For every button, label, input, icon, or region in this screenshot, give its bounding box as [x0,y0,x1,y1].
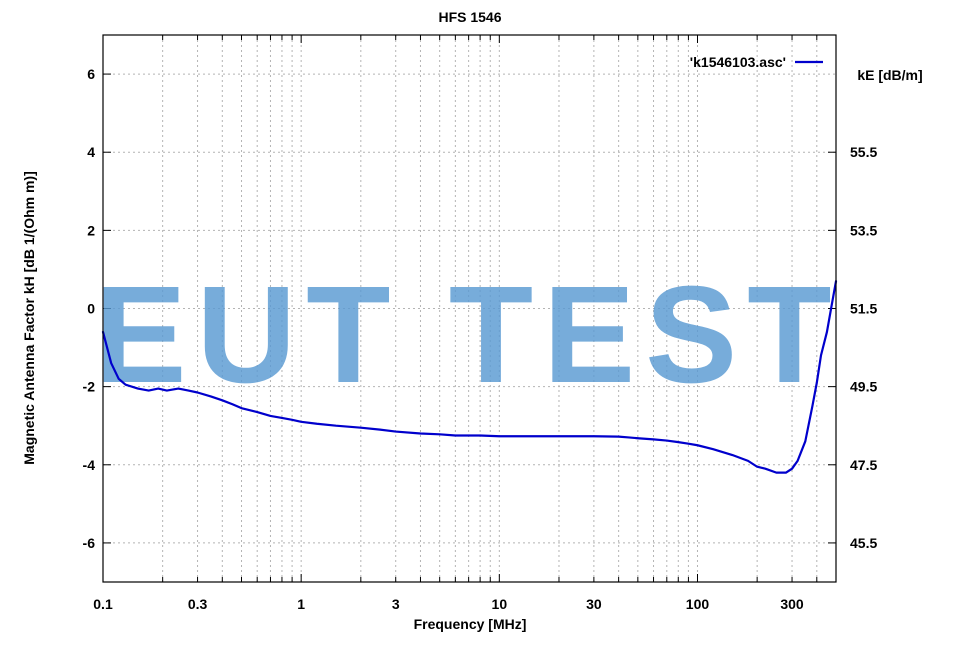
watermark: EUT TEST [94,258,841,412]
plot-frame [102,34,837,583]
y2-tick-label: 55.5 [850,144,877,160]
chart-title: HFS 1546 [438,9,501,25]
y2-tick-label: 47.5 [850,457,877,473]
series-line [101,280,838,474]
series-layer [101,280,838,474]
y-tick-label: -2 [83,379,96,395]
legend-label: 'k1546103.asc' [690,54,786,70]
y2-axis-label: kE [dB/m] [857,67,922,83]
tick-layer: 6 4 2 0 -2 -4 -6 55.5 53.5 51.5 49.5 47.5 45.5 0.1 0.3… [83,35,877,612]
x-tick-label: 10 [492,596,508,612]
y2-tick-label: 49.5 [850,379,877,395]
y-tick-label: 6 [87,66,95,82]
y-axis-label: Magnetic Antenna Factor kH [dB 1/(Ohm m)… [21,171,37,465]
x-tick-label: 3 [392,596,400,612]
x-tick-label: 30 [586,596,602,612]
y2-tick-label: 51.5 [850,301,877,317]
x-tick-label: 0.1 [93,596,113,612]
x-tick-label: 300 [780,596,804,612]
y-tick-label: 4 [87,144,95,160]
x-tick-label: 100 [686,596,710,612]
y-tick-label: -4 [83,457,96,473]
x-tick-label: 1 [297,596,305,612]
y-tick-label: -6 [83,535,96,551]
grid-layer [103,35,837,582]
x-tick-label: 0.3 [188,596,208,612]
y-tick-label: 2 [87,222,95,238]
y2-tick-label: 45.5 [850,535,877,551]
y-tick-label: 0 [87,301,95,317]
x-axis-label: Frequency [MHz] [414,616,527,632]
legend: 'k1546103.asc' [690,54,823,70]
y2-tick-label: 53.5 [850,222,877,238]
